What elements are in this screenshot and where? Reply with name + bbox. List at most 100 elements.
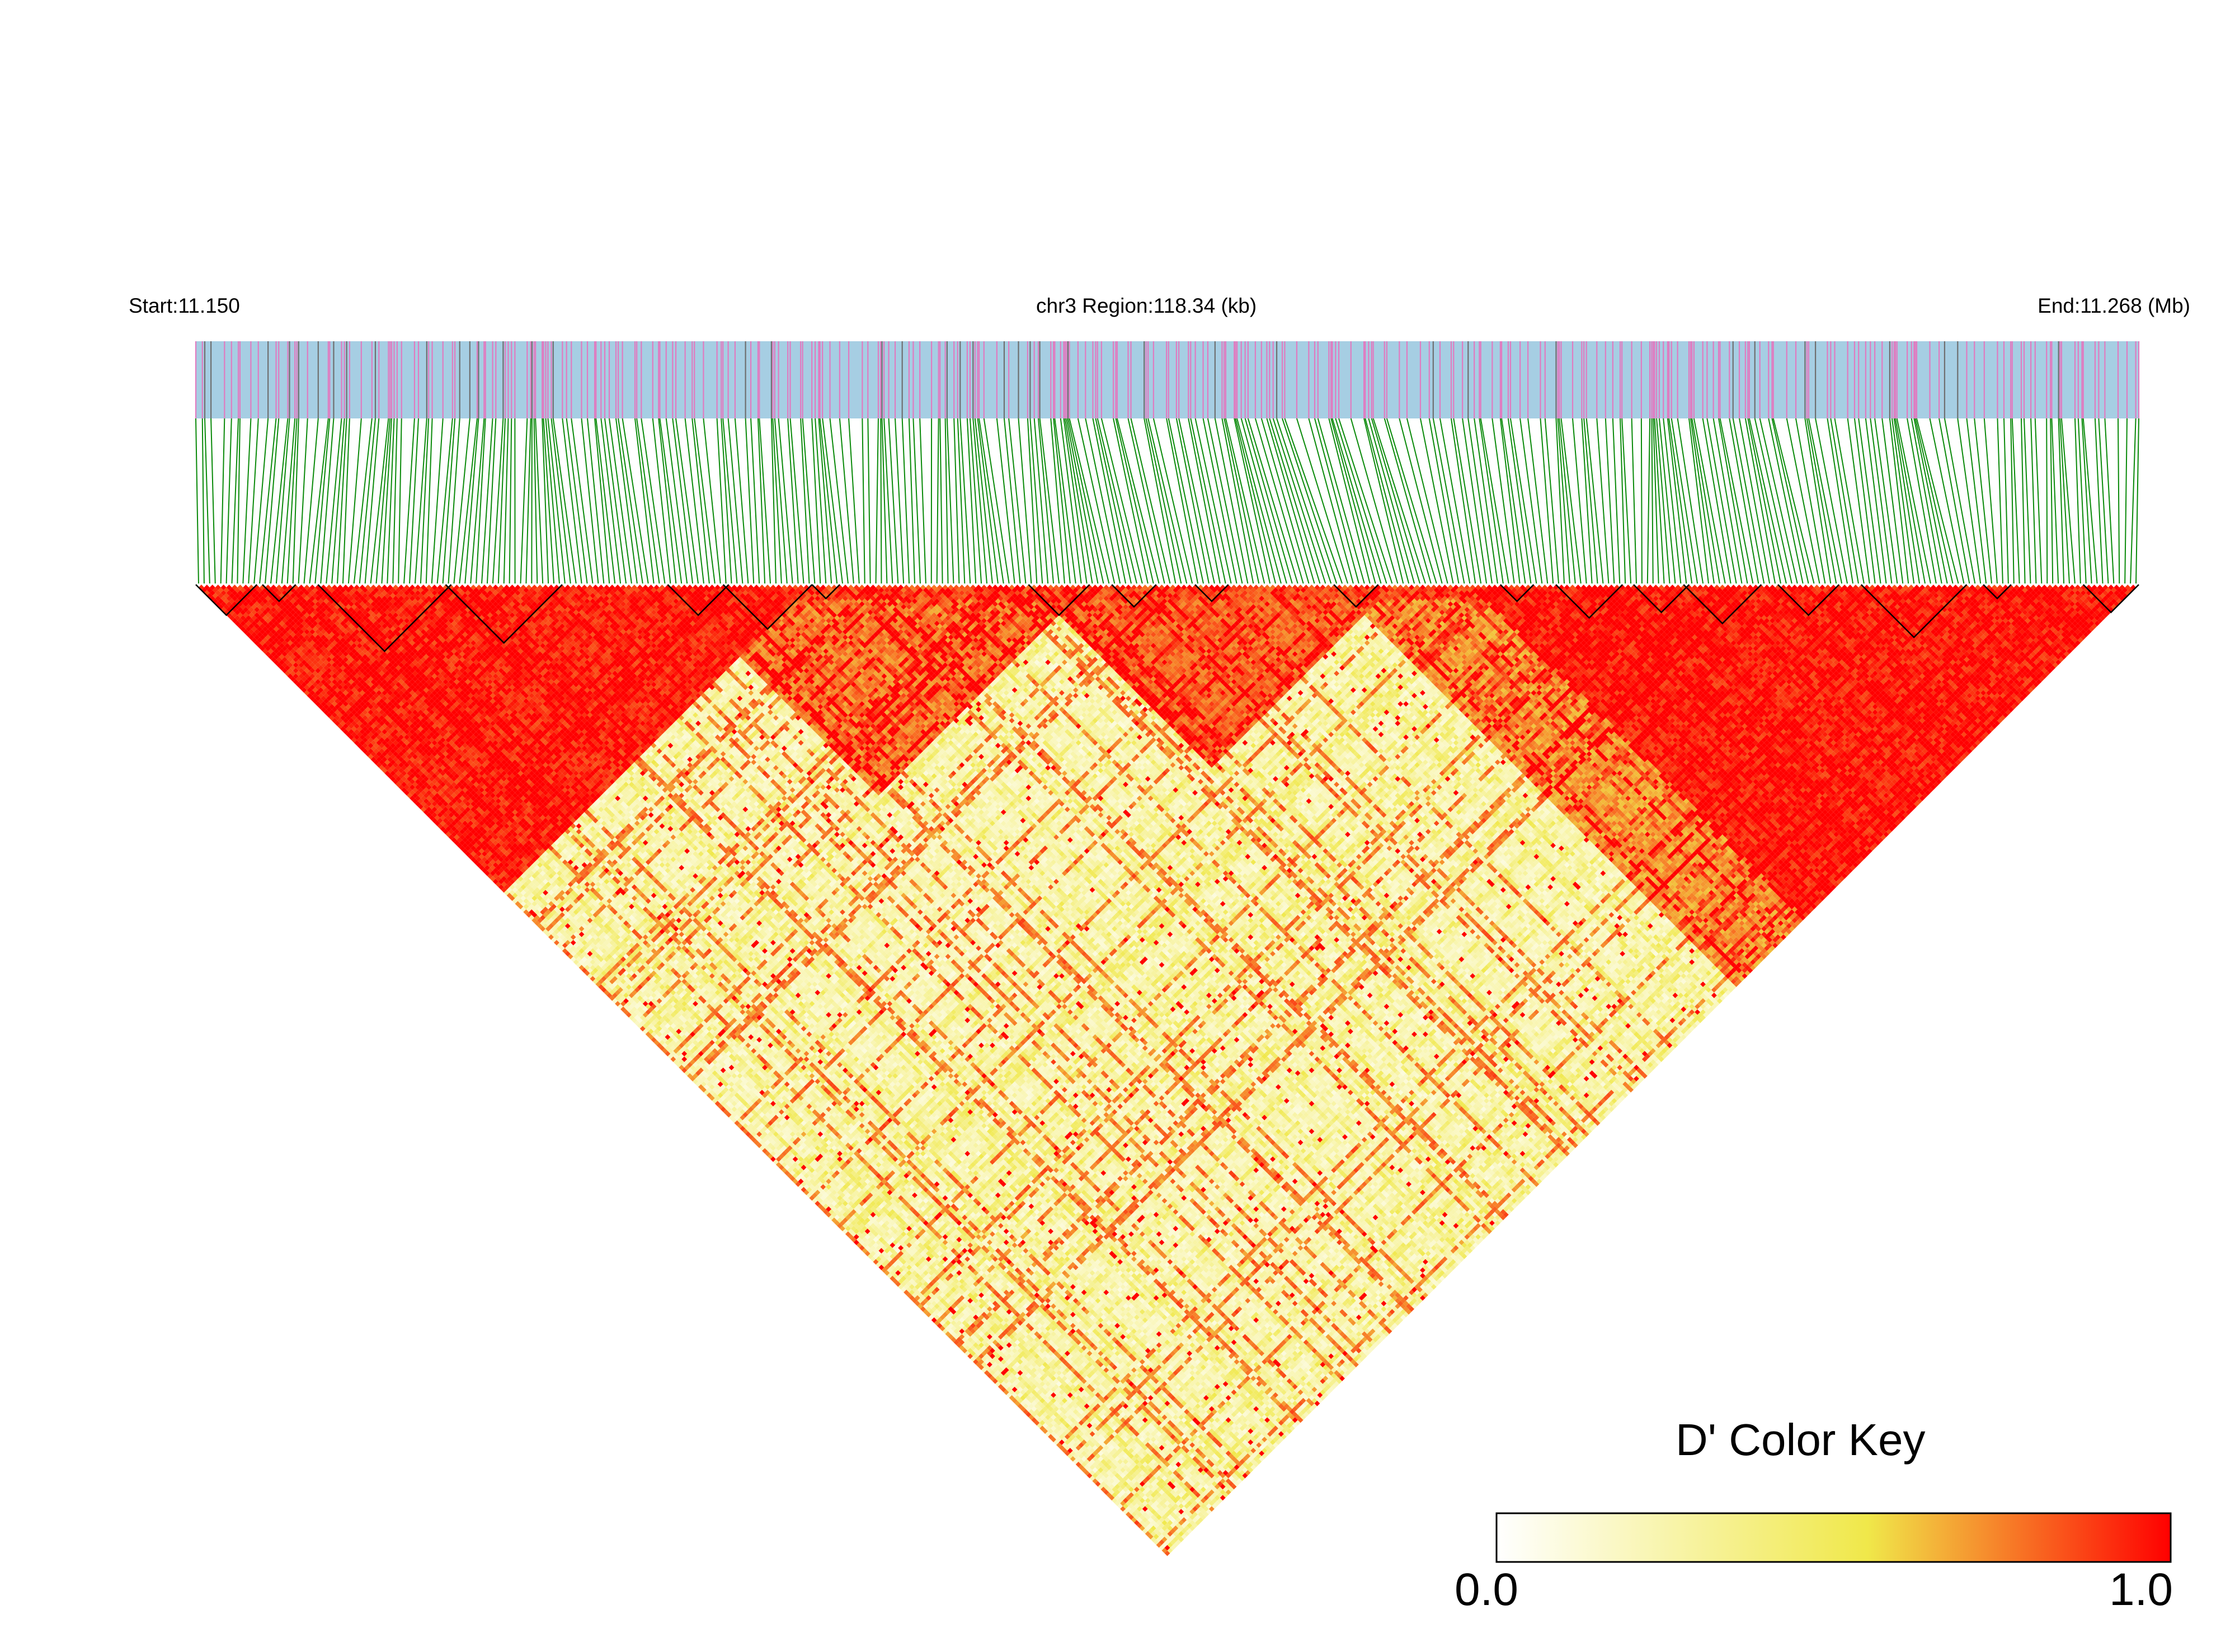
- snp-connector: [203, 418, 204, 583]
- snp-connector: [1508, 418, 1531, 583]
- snp-connector: [2130, 418, 2135, 583]
- snp-connector: [1672, 418, 1697, 583]
- snp-connector: [562, 418, 581, 583]
- snp-connector: [349, 418, 361, 583]
- snp-connector: [1632, 418, 1636, 583]
- snp-connector: [1939, 418, 1969, 583]
- snp-connector: [1329, 418, 1370, 583]
- snp-connector: [1748, 418, 1781, 583]
- snp-connector: [526, 418, 530, 583]
- snp-connector: [343, 418, 350, 583]
- snp-connector: [1719, 418, 1747, 583]
- snp-connector: [1997, 418, 2002, 583]
- ld-cells: [199, 585, 2136, 1556]
- snp-connector: [1559, 418, 1575, 583]
- snp-connector: [1269, 418, 1320, 583]
- snp-connector: [937, 418, 939, 583]
- snp-connector: [354, 418, 372, 583]
- snp-connector: [1773, 418, 1814, 583]
- snp-connector: [1897, 418, 1931, 583]
- snp-connector: [2105, 418, 2114, 583]
- snp-connector: [1641, 418, 1642, 583]
- snp-connector: [1984, 418, 1997, 583]
- snp-connector: [211, 418, 215, 583]
- snp-connector: [2035, 418, 2042, 583]
- snp-connector: [1651, 418, 1653, 583]
- snp-connector: [531, 418, 532, 583]
- snp-connector: [595, 418, 609, 583]
- snp-connector: [1870, 418, 1891, 583]
- snp-connector: [2125, 418, 2127, 583]
- snp-connector: [482, 418, 493, 583]
- snp-connector: [1474, 418, 1498, 583]
- snp-connector: [1502, 418, 1525, 583]
- snp-connector: [1587, 418, 1603, 583]
- snp-connector: [1117, 418, 1159, 583]
- snp-connector: [601, 418, 620, 583]
- snp-connector: [2136, 418, 2139, 583]
- snp-connector: [1315, 418, 1359, 583]
- snp-connector: [1707, 418, 1736, 583]
- snp-connector: [1907, 418, 1936, 583]
- snp-connector: [672, 418, 693, 583]
- snp-connector: [1399, 418, 1442, 583]
- snp-connector: [2046, 418, 2047, 583]
- snp-connector: [309, 418, 328, 583]
- snp-connector: [605, 418, 626, 583]
- snp-connector: [1668, 418, 1686, 583]
- snp-connector: [1331, 418, 1375, 583]
- snp-connector: [1855, 418, 1875, 583]
- snp-connector: [1914, 418, 1947, 583]
- snp-connector: [1831, 418, 1858, 583]
- snp-connector: [820, 418, 837, 583]
- snp-connector: [432, 418, 443, 583]
- snp-connector: [1146, 418, 1182, 583]
- snp-connector: [2031, 418, 2036, 583]
- snp-connector: [1373, 418, 1425, 583]
- snp-connector: [618, 418, 643, 583]
- snp-connector: [660, 418, 681, 583]
- snp-connector: [1848, 418, 1870, 583]
- snp-connector: [849, 418, 859, 583]
- snp-connector: [1875, 418, 1897, 583]
- snp-connector: [1273, 418, 1326, 583]
- snp-connector: [552, 418, 571, 583]
- snp-connector: [1179, 418, 1215, 583]
- snp-connector-lines: [196, 418, 2139, 583]
- snp-connector: [265, 418, 279, 583]
- snp-connector: [1065, 418, 1093, 583]
- snp-connector: [884, 418, 892, 583]
- snp-connector: [666, 418, 687, 583]
- snp-connector: [221, 418, 225, 583]
- snp-connector: [205, 418, 210, 583]
- snp-connector: [868, 418, 870, 583]
- snp-connector: [876, 418, 878, 583]
- snp-connector: [862, 418, 864, 583]
- snp-connector: [1131, 418, 1170, 583]
- snp-connector: [1387, 418, 1437, 583]
- snp-connector: [882, 418, 887, 583]
- snp-connector: [520, 418, 527, 583]
- snp-connector: [1365, 418, 1409, 583]
- snp-connector: [1691, 418, 1714, 583]
- snp-connector: [1866, 418, 1886, 583]
- snp-connector: [1858, 418, 1880, 583]
- snp-connector: [276, 418, 290, 583]
- snp-connector: [1945, 418, 1975, 583]
- snp-connector: [254, 418, 268, 583]
- snp-connector: [2024, 418, 2031, 583]
- snp-connector: [1809, 418, 1842, 583]
- snp-connector: [1481, 418, 1509, 583]
- snp-connector: [1613, 418, 1620, 583]
- snp-connector: [1703, 418, 1731, 583]
- snp-connector: [920, 418, 926, 583]
- snp-connector: [2021, 418, 2025, 583]
- snp-connector: [1648, 418, 1650, 583]
- snp-connector: [196, 418, 199, 583]
- snp-connector: [1805, 418, 1831, 583]
- snp-connector: [840, 418, 854, 583]
- snp-connector: [1453, 418, 1481, 583]
- snp-connector: [2004, 418, 2008, 583]
- snp-connector: [510, 418, 512, 583]
